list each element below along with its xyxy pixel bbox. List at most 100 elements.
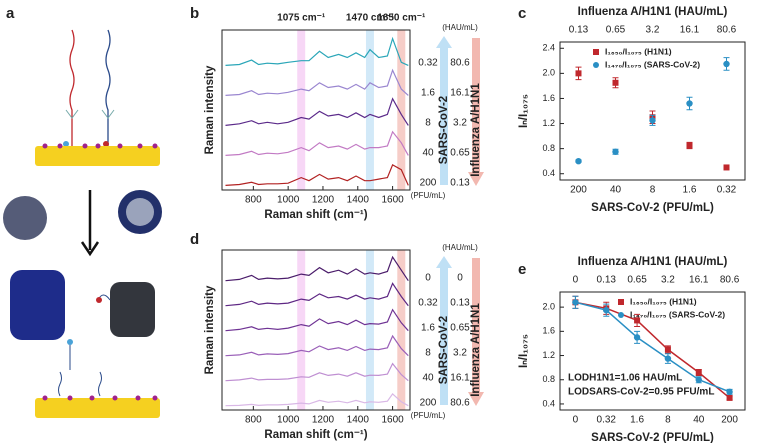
top-tick-label: 0.13	[597, 275, 617, 286]
x-tick-label: 40	[610, 185, 622, 196]
strand	[105, 29, 111, 155]
top-axis-title: Influenza A/H1N1 (HAU/mL)	[578, 6, 728, 18]
sars-arrow	[436, 256, 452, 405]
x-tick-label: 1400	[347, 415, 370, 426]
marker	[634, 317, 641, 324]
y-tick-label: 0.4	[542, 398, 555, 408]
x-tick-label: 1400	[347, 195, 370, 206]
x-tick-label: 800	[245, 415, 262, 426]
spectrum	[225, 130, 409, 156]
marker	[664, 355, 672, 362]
spectrum	[225, 308, 409, 332]
top-tick-label: 16.1	[680, 25, 700, 36]
peak-label: 1075 cm⁻¹	[277, 13, 326, 24]
marker	[723, 164, 730, 171]
y-tick-label: 0.8	[542, 143, 555, 153]
x-tick-label: 1.6	[630, 415, 644, 426]
x-tick-label: 200	[570, 185, 587, 196]
tag	[67, 339, 73, 345]
plot-frame	[559, 291, 746, 411]
peak-band	[297, 30, 306, 190]
top-tick-label: 0.65	[606, 25, 626, 36]
marker	[575, 157, 582, 165]
panel-label: e	[518, 261, 526, 278]
x-tick-label: 1.6	[683, 185, 697, 196]
flu-conc-label: 0.65	[450, 148, 470, 159]
peak-band	[297, 250, 306, 410]
spectrum	[225, 334, 409, 357]
x-tick-label: 0.32	[597, 415, 617, 426]
tag	[96, 297, 102, 303]
flu-title: Influenza A/H1N1	[470, 83, 482, 177]
sars-title: SARS-CoV-2	[438, 316, 450, 384]
marker	[726, 394, 733, 401]
flu-conc-label: 0.13	[450, 298, 470, 309]
flu-conc-label: 0	[457, 273, 463, 284]
y-tick-label: 1.6	[542, 326, 555, 336]
panel-label: d	[190, 231, 199, 248]
spectrum	[225, 255, 409, 282]
flu-conc-label: 16.1	[450, 88, 470, 99]
x-axis-label: Raman shift (cm⁻¹)	[264, 429, 367, 441]
legend-entry: I₁₆₅₀/I₁₀₇₅ (H1N1)	[630, 296, 697, 306]
y-tick-label: 1.2	[542, 118, 555, 128]
sars-conc-label: 1.6	[421, 323, 435, 334]
top-tick-label: 80.6	[717, 25, 737, 36]
sars-conc-label: 40	[422, 148, 434, 159]
gold-surface	[35, 146, 160, 166]
x-tick-label: 0	[573, 415, 579, 426]
surface-dots	[42, 143, 158, 149]
x-tick-label: 1600	[381, 195, 404, 206]
panel-label: b	[190, 5, 199, 22]
x-tick-label: 1200	[312, 195, 335, 206]
top-tick-label: 3.2	[646, 25, 660, 36]
flu-conc-label: 3.2	[453, 348, 467, 359]
y-tick-label: 1.2	[542, 350, 555, 360]
sars-conc-label: 40	[422, 373, 434, 384]
y-tick-label: 2.0	[542, 302, 555, 312]
flu-conc-label: 80.6	[450, 398, 470, 409]
flu-arrow	[468, 258, 484, 406]
top-tick-label: 80.6	[720, 275, 740, 286]
marker	[612, 148, 619, 155]
annotation: LODH1N1=1.06 HAU/mL	[568, 373, 682, 384]
marker	[695, 369, 702, 376]
x-tick-label: 1600	[381, 415, 404, 426]
marker	[612, 79, 619, 86]
y-tick-label: 1.6	[542, 93, 555, 103]
flu-conc-label: 80.6	[450, 58, 470, 69]
plot-frame	[221, 249, 411, 411]
x-tick-label: 200	[721, 415, 738, 426]
legend-box	[593, 62, 599, 68]
marker	[664, 346, 671, 353]
flu-conc-label: 16.1	[450, 373, 470, 384]
peak-label: 1470 cm⁻¹	[346, 13, 395, 24]
legend-entry: I₁₄₇₀/I₁₀₇₅ (SARS-CoV-2)	[605, 59, 700, 69]
y-axis-label: Raman intensity	[204, 285, 216, 374]
x-axis-label: SARS-CoV-2 (PFU/mL)	[591, 432, 714, 443]
x-axis-label: SARS-CoV-2 (PFU/mL)	[591, 202, 714, 214]
legend-entry: I₁₄₇₀/I₁₀₇₅ (SARS-CoV-2)	[630, 309, 725, 319]
sars-title: SARS-CoV-2	[438, 96, 450, 164]
spectrum	[225, 68, 409, 96]
x-tick-label: 0.32	[717, 185, 737, 196]
x-tick-label: 40	[693, 415, 705, 426]
x-axis-label: Raman shift (cm⁻¹)	[264, 209, 367, 221]
flu-conc-label: 0.65	[450, 323, 470, 334]
spectrum	[225, 36, 409, 66]
flu-unit: (HAU/mL)	[442, 243, 478, 252]
schematic: a	[3, 5, 162, 418]
spectrum	[225, 393, 409, 407]
peak-band	[365, 250, 374, 410]
marker	[695, 376, 702, 383]
virus-bound	[110, 282, 155, 337]
legend-entry: I₁₆₅₀/I₁₀₇₅ (H1N1)	[605, 46, 672, 56]
x-tick-label: 8	[665, 415, 671, 426]
top-tick-label: 0	[573, 275, 579, 286]
x-tick-label: 8	[650, 185, 656, 196]
spectrum	[225, 282, 409, 307]
top-tick-label: 3.2	[661, 275, 675, 286]
marker	[575, 70, 582, 77]
fit-line	[575, 301, 731, 399]
y-tick-label: 2.0	[542, 68, 555, 78]
